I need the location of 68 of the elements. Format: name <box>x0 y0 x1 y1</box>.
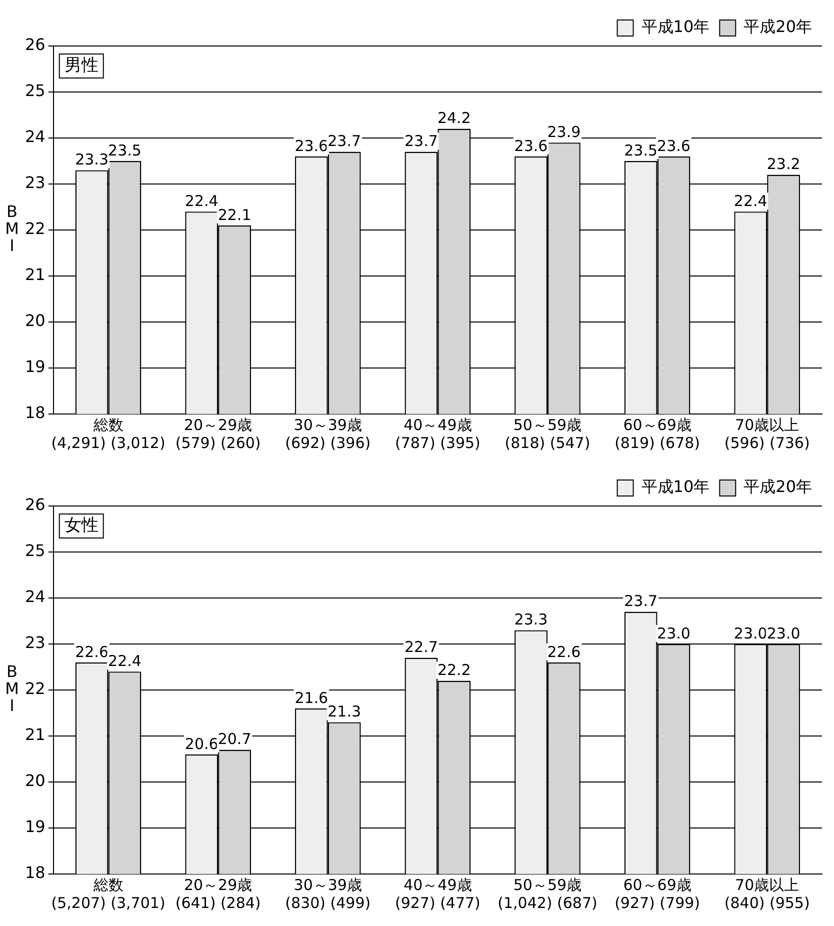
data-label: 22.6 <box>75 642 108 661</box>
y-tick-label: 25 <box>25 541 46 560</box>
y-tick-label: 21 <box>25 725 46 744</box>
data-label: 22.6 <box>547 642 581 661</box>
legend-label: 平成10年 <box>641 17 710 36</box>
x-tick-label: 30～39歳 (692) (396) <box>285 416 371 452</box>
data-label: 23.7 <box>624 592 658 610</box>
x-tick-label: 50～59歳 (818) (547) <box>504 416 590 452</box>
data-label: 22.4 <box>108 652 142 670</box>
data-label: 23.3 <box>75 150 108 169</box>
y-tick-label: 23 <box>25 173 46 192</box>
data-label: 23.9 <box>547 122 581 141</box>
x-tick-label: 20～29歳 (579) (260) <box>175 416 261 452</box>
data-label: 23.7 <box>404 132 438 150</box>
x-tick-label: 70歳以上 (596) (736) <box>724 416 810 452</box>
x-tick-label: 20～29歳 (641) (284) <box>175 876 261 912</box>
x-tick-label: 60～69歳 (819) (678) <box>614 416 700 452</box>
data-label: 21.3 <box>328 702 362 721</box>
y-axis-title: BMI <box>5 202 19 256</box>
x-tick-label: 総数 (4,291) (3,012) <box>51 416 166 452</box>
y-tick-label: 25 <box>25 81 46 100</box>
data-label: 20.7 <box>218 730 252 748</box>
y-tick-label: 22 <box>25 679 46 698</box>
data-label: 23.6 <box>514 136 548 155</box>
x-tick-label: 40～49歳 (927) (477) <box>394 876 480 912</box>
y-tick-label: 18 <box>25 403 46 422</box>
legend-label: 平成10年 <box>641 477 710 496</box>
x-tick-label: 30～39歳 (830) (499) <box>285 876 371 912</box>
text: 男性 <box>64 55 98 76</box>
y-tick-label: 23 <box>25 633 46 652</box>
y-tick-label: 26 <box>25 35 46 54</box>
data-label: 23.0 <box>766 624 800 642</box>
data-label: 22.1 <box>218 206 252 224</box>
data-label: 24.2 <box>437 109 471 128</box>
y-tick-label: 19 <box>25 817 46 836</box>
data-label: 21.6 <box>294 688 328 707</box>
y-tick-label: 21 <box>25 265 46 284</box>
data-label: 23.0 <box>657 624 690 642</box>
data-label: 23.6 <box>294 136 328 155</box>
data-label: 23.2 <box>766 155 800 174</box>
data-label: 23.5 <box>108 141 142 160</box>
x-tick-label: 総数 (5,207) (3,701) <box>51 876 166 912</box>
data-label: 23.3 <box>514 610 548 629</box>
x-tick-label: 40～49歳 (787) (395) <box>394 416 480 452</box>
y-tick-label: 20 <box>25 771 46 790</box>
x-tick-label: 50～59歳 (1,042) (687) <box>498 876 598 912</box>
y-tick-label: 24 <box>25 587 46 606</box>
x-tick-label: 60～69歳 (927) (799) <box>614 876 700 912</box>
data-label: 22.4 <box>734 192 768 210</box>
text: 女性 <box>64 515 98 536</box>
x-tick-label: 70歳以上 (840) (955) <box>724 876 810 912</box>
data-label: 22.2 <box>437 661 471 680</box>
y-tick-label: 22 <box>25 219 46 238</box>
y-tick-label: 19 <box>25 357 46 376</box>
data-label: 23.6 <box>657 136 690 155</box>
legend-label: 平成20年 <box>744 477 812 496</box>
y-tick-label: 24 <box>25 127 46 146</box>
data-label: 22.7 <box>404 638 438 656</box>
y-tick-label: 26 <box>25 495 46 514</box>
data-label: 23.5 <box>624 141 658 160</box>
y-axis-title: BMI <box>5 662 19 716</box>
data-label: 20.6 <box>184 734 218 753</box>
y-tick-label: 20 <box>25 311 46 330</box>
y-tick-label: 18 <box>25 863 46 882</box>
data-label: 23.7 <box>328 132 362 150</box>
data-label: 23.0 <box>734 624 768 642</box>
data-label: 22.4 <box>184 192 218 210</box>
legend-label: 平成20年 <box>744 17 812 36</box>
